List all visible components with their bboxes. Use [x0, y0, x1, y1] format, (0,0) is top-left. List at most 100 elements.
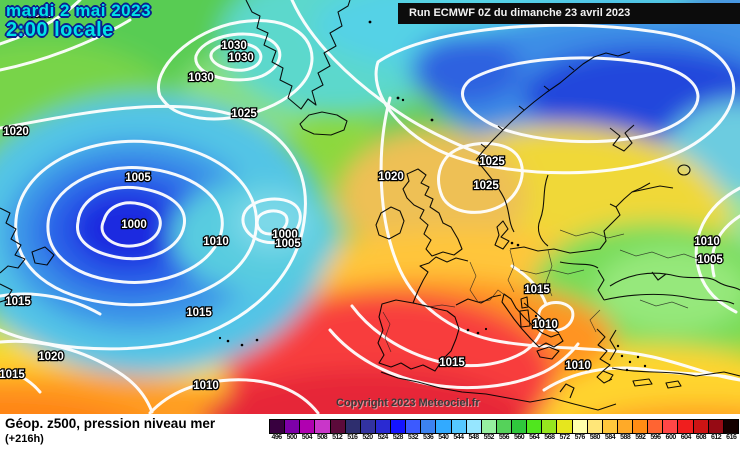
- colorbar-tick: 496: [271, 434, 282, 441]
- colorbar-cell: [723, 420, 738, 433]
- colorbar-cell: [512, 420, 528, 433]
- colorbar-tick: 596: [650, 434, 661, 441]
- colorbar-cell: [360, 420, 376, 433]
- colorbar-cell: [270, 420, 286, 433]
- colorbar-tick: 548: [468, 434, 480, 441]
- geopotential-pressure-map: 1025103010301030102510201005100010101000…: [0, 0, 740, 414]
- colorbar-cell: [421, 420, 437, 433]
- colorbar-cell: [708, 420, 724, 433]
- colorbar-cell: [466, 420, 482, 433]
- colorbar-tick: 540: [438, 434, 449, 441]
- colorbar-cell: [678, 420, 694, 433]
- forecast-lead-time: (+216h): [5, 433, 44, 445]
- pressure-label: 1030: [228, 52, 254, 64]
- colorbar-tick: 516: [347, 434, 358, 441]
- legend-bar: Géop. z500, pression niveau mer (+216h) …: [0, 414, 740, 450]
- colorbar-tick: 564: [529, 434, 540, 441]
- colorbar-cell: [300, 420, 316, 433]
- valid-datetime: mardi 2 mai 2023 2:00 locale: [6, 2, 151, 41]
- colorbar-tick: 504: [301, 434, 313, 441]
- colorbar-tick: 576: [574, 434, 586, 441]
- pressure-label: 1020: [378, 171, 404, 183]
- pressure-label: 1015: [186, 307, 212, 319]
- weather-map: 1025 1030 1030 1030 1025 1020 1005 1000 1010 1000…: [0, 0, 740, 414]
- pressure-label: 1005: [275, 238, 301, 250]
- pressure-label: 1010: [694, 236, 720, 248]
- colorbar-cell: [542, 420, 558, 433]
- pressure-label: 1025: [479, 156, 505, 168]
- country-borders: [382, 229, 701, 353]
- colorbar-cell: [406, 420, 422, 433]
- pressure-label: 1025: [27, 8, 53, 20]
- colorbar-cell: [481, 420, 497, 433]
- colorbar-tick: 616: [726, 434, 737, 441]
- pressure-label: 1020: [38, 351, 64, 363]
- colorbar-cell: [602, 420, 618, 433]
- chart-title: Géop. z500, pression niveau mer: [5, 416, 216, 431]
- colorbar-tick: 588: [620, 434, 631, 441]
- colorbar-cell: [663, 420, 679, 433]
- valid-date: mardi 2 mai 2023: [6, 1, 152, 20]
- colorbar-cell: [496, 420, 512, 433]
- colorbar-cell: [345, 420, 361, 433]
- colorbar-cell: [451, 420, 467, 433]
- colorbar-tick: 532: [407, 434, 419, 441]
- copyright-text: Copyright 2023 Meteociel.fr: [336, 397, 480, 409]
- colorbar-tick: 508: [316, 434, 328, 441]
- colorbar-tick: 608: [695, 434, 707, 441]
- colorbar-cell: [315, 420, 331, 433]
- pressure-label: 1010: [193, 380, 219, 392]
- colorbar-cell: [391, 420, 407, 433]
- pressure-label: 1000: [272, 229, 298, 241]
- geopotential-field: [0, 0, 740, 414]
- pressure-label: 1010: [203, 236, 229, 248]
- pressure-label: 1005: [125, 172, 151, 184]
- colorbar-tick: 592: [635, 434, 646, 441]
- colorbar-cell: [648, 420, 664, 433]
- colorbar-cell: [572, 420, 588, 433]
- colorbar-tick: 524: [377, 434, 389, 441]
- colorbar-tick: 512: [332, 434, 343, 441]
- model-run-banner: Run ECMWF 0Z du dimanche 23 avril 2023: [398, 3, 740, 24]
- pressure-label: 1015: [439, 357, 465, 369]
- colorbar-cell: [375, 420, 391, 433]
- coastlines: [0, 0, 740, 411]
- pressure-label: 1005: [697, 254, 723, 266]
- colorbar-tick: 584: [604, 434, 616, 441]
- colorbar-tick: 520: [362, 434, 373, 441]
- colorbar-tick: 580: [589, 434, 601, 441]
- colorbar-cell: [587, 420, 603, 433]
- pressure-label: 1030: [188, 72, 214, 84]
- colorbar-cell: [527, 420, 543, 433]
- colorbar-tick: 556: [498, 434, 510, 441]
- colorbar-cell: [330, 420, 346, 433]
- pressure-label: 1015: [5, 296, 31, 308]
- colorbar-tick: 528: [392, 434, 404, 441]
- isobar-contours: [0, 0, 740, 414]
- colorbar-cell: [436, 420, 452, 433]
- colorbar-tick: 552: [483, 434, 495, 441]
- colorbar-cell: [285, 420, 301, 433]
- colorbar: [269, 419, 739, 434]
- valid-time: 2:00 locale: [6, 18, 114, 41]
- pressure-label: 1030: [221, 40, 247, 52]
- pressure-label: 1015: [0, 369, 25, 381]
- pressure-label: 1000: [121, 219, 147, 231]
- colorbar-cell: [557, 420, 573, 433]
- colorbar-cell: [617, 420, 633, 433]
- pressure-label: 1020: [3, 126, 29, 138]
- colorbar-cell: [633, 420, 649, 433]
- colorbar-cell: [693, 420, 709, 433]
- colorbar-tick: 568: [544, 434, 555, 441]
- colorbar-labels: 496 500 504 508 512 516 520 524 528 532 536 540 544 5…: [269, 434, 739, 441]
- pressure-label: 1025: [231, 108, 257, 120]
- pressure-labels: 1025103010301030102510201005100010101000…: [0, 7, 725, 394]
- colorbar-tick: 560: [513, 434, 525, 441]
- colorbar-tick: 572: [559, 434, 570, 441]
- colorbar-tick: 600: [665, 434, 677, 441]
- pressure-label: 1025: [473, 180, 499, 192]
- colorbar-tick: 536: [423, 434, 434, 441]
- colorbar-tick: 544: [453, 434, 464, 441]
- colorbar-tick: 604: [680, 434, 692, 441]
